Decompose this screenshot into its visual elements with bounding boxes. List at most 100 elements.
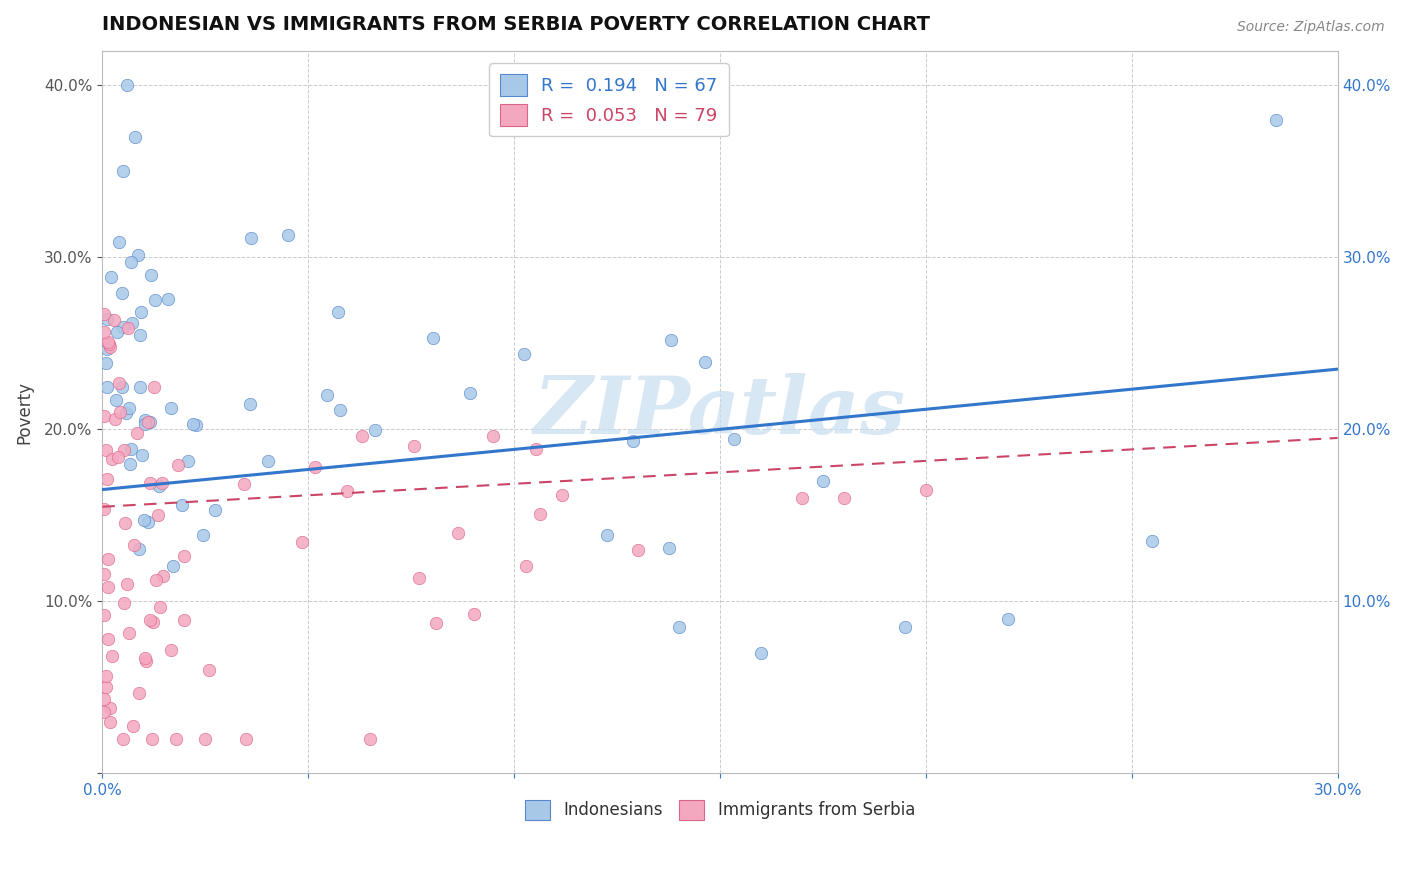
Point	[139, 415, 162, 429]
Point	[134, 651, 156, 665]
Point	[101, 452, 124, 467]
Point	[481, 429, 503, 443]
Point	[96, 680, 118, 694]
Point	[96, 379, 118, 393]
Point	[115, 78, 138, 93]
Point	[173, 613, 195, 627]
Point	[93, 307, 115, 321]
Point	[93, 502, 115, 516]
Point	[447, 526, 470, 541]
Point	[150, 475, 173, 490]
Point	[118, 401, 141, 416]
Point	[194, 732, 217, 747]
Point	[96, 669, 118, 683]
Point	[551, 488, 574, 502]
Point	[93, 409, 115, 423]
Point	[120, 254, 142, 268]
Point	[129, 304, 152, 318]
Point	[122, 538, 145, 552]
Point	[142, 380, 165, 394]
Point	[100, 649, 122, 664]
Point	[93, 608, 115, 623]
Point	[165, 732, 187, 747]
Point	[145, 573, 167, 587]
Point	[152, 569, 174, 583]
Point	[93, 567, 115, 582]
Point	[458, 385, 481, 400]
Point	[173, 549, 195, 564]
Point	[98, 714, 121, 729]
Point	[1264, 112, 1286, 127]
Y-axis label: Poverty: Poverty	[15, 381, 32, 443]
Point	[408, 571, 430, 585]
Point	[162, 559, 184, 574]
Point	[315, 388, 337, 402]
Point	[98, 340, 121, 354]
Point	[160, 643, 183, 657]
Point	[157, 292, 180, 306]
Point	[139, 613, 162, 627]
Point	[198, 663, 221, 677]
Point	[693, 355, 716, 369]
Point	[915, 483, 938, 497]
Point	[111, 285, 134, 300]
Point	[627, 542, 650, 557]
Point	[191, 528, 214, 542]
Point	[97, 580, 120, 594]
Point	[290, 534, 312, 549]
Point	[139, 475, 162, 490]
Point	[529, 508, 551, 522]
Point	[100, 270, 122, 285]
Point	[170, 498, 193, 512]
Point	[96, 335, 118, 350]
Point	[118, 626, 141, 640]
Point	[108, 405, 131, 419]
Point	[326, 305, 349, 319]
Point	[114, 516, 136, 531]
Point	[148, 479, 170, 493]
Point	[621, 434, 644, 449]
Point	[204, 503, 226, 517]
Point	[425, 615, 447, 630]
Point	[595, 528, 617, 542]
Point	[107, 450, 129, 464]
Point	[402, 439, 425, 453]
Point	[117, 321, 139, 335]
Point	[93, 706, 115, 720]
Point	[97, 552, 120, 566]
Point	[658, 541, 681, 555]
Point	[134, 413, 156, 427]
Point	[184, 417, 207, 432]
Point	[352, 428, 374, 442]
Point	[141, 732, 163, 747]
Point	[127, 248, 149, 262]
Point	[136, 415, 159, 429]
Point	[304, 460, 326, 475]
Point	[131, 448, 153, 462]
Point	[93, 692, 115, 706]
Point	[107, 235, 129, 249]
Point	[122, 719, 145, 733]
Point	[149, 599, 172, 614]
Point	[96, 342, 118, 356]
Point	[96, 472, 118, 486]
Point	[463, 607, 485, 621]
Point	[524, 442, 547, 456]
Point	[112, 320, 135, 334]
Point	[181, 417, 204, 432]
Point	[114, 406, 136, 420]
Text: Source: ZipAtlas.com: Source: ZipAtlas.com	[1237, 20, 1385, 34]
Point	[749, 646, 772, 660]
Point	[124, 129, 146, 144]
Point	[811, 474, 834, 488]
Point	[256, 453, 278, 467]
Point	[96, 356, 118, 370]
Point	[128, 380, 150, 394]
Point	[792, 491, 814, 505]
Text: ZIPatlas: ZIPatlas	[534, 374, 905, 450]
Point	[143, 293, 166, 308]
Point	[104, 411, 127, 425]
Point	[148, 508, 170, 522]
Point	[132, 513, 155, 527]
Point	[105, 325, 128, 339]
